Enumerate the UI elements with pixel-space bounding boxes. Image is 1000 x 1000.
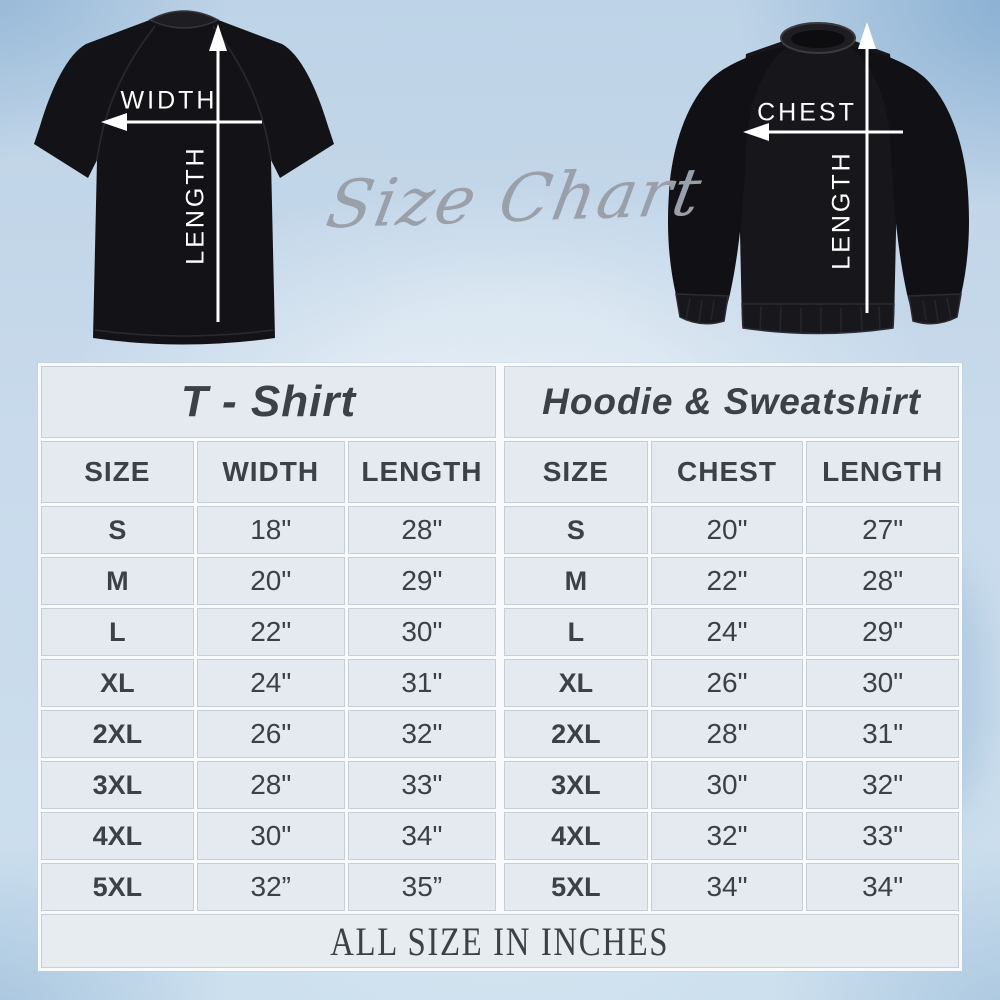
units-note-bar: ALL SIZE IN INCHES: [41, 914, 959, 968]
value-cell: 24": [650, 608, 804, 656]
value-cell: 22": [196, 608, 345, 656]
hoodie-table-title: Hoodie & Sweatshirt: [504, 366, 959, 438]
size-chart-panel: T - Shirt SIZE WIDTH LENGTH S 18" 28" M 20" 29"…: [38, 363, 962, 971]
sweatshirt-hem-ribs: [759, 305, 881, 333]
tshirt-table-title: T - Shirt: [41, 366, 496, 438]
tshirt-length-label: LENGTH: [181, 145, 210, 265]
table-row: S 18" 28": [41, 506, 496, 554]
size-cell: 5XL: [504, 863, 648, 911]
value-cell: 26": [650, 659, 804, 707]
value-cell: 30": [806, 659, 959, 707]
sweatshirt-collar-opening: [791, 30, 845, 48]
table-row: M 22" 28": [504, 557, 959, 605]
tshirt-back-image: [34, 10, 334, 345]
table-row: XL 26" 30": [504, 659, 959, 707]
value-cell: 35”: [347, 863, 496, 911]
tshirt-silhouette: [34, 18, 334, 345]
value-cell: 24": [196, 659, 345, 707]
value-cell: 30": [347, 608, 496, 656]
value-cell: 34": [806, 863, 959, 911]
value-cell: 28": [347, 506, 496, 554]
value-cell: 31": [347, 659, 496, 707]
frost-texture-blob: [380, 280, 640, 370]
size-cell: L: [504, 608, 648, 656]
table-row: 4XL 30" 34": [41, 812, 496, 860]
table-row: 2XL 28" 31": [504, 710, 959, 758]
size-cell: S: [41, 506, 194, 554]
size-cell: M: [41, 557, 194, 605]
value-cell: 28": [806, 557, 959, 605]
size-cell: 3XL: [504, 761, 648, 809]
table-row: XL 24" 31": [41, 659, 496, 707]
units-note-text: ALL SIZE IN INCHES: [330, 918, 670, 964]
value-cell: 34": [650, 863, 804, 911]
value-cell: 32": [347, 710, 496, 758]
hoodie-size-table: Hoodie & Sweatshirt SIZE CHEST LENGTH S 20"…: [501, 363, 962, 914]
column-header: SIZE: [504, 441, 648, 503]
table-row: 3XL 28" 33": [41, 761, 496, 809]
value-cell: 28": [196, 761, 345, 809]
size-cell: XL: [504, 659, 648, 707]
column-header: LENGTH: [806, 441, 959, 503]
value-cell: 28": [650, 710, 804, 758]
value-cell: 27": [806, 506, 959, 554]
table-row: 5XL 34" 34": [504, 863, 959, 911]
sweatshirt-image: [667, 22, 970, 335]
table-row: L 22" 30": [41, 608, 496, 656]
table-row: 3XL 30" 32": [504, 761, 959, 809]
size-cell: 3XL: [41, 761, 194, 809]
script-title: Size Chart: [321, 153, 709, 243]
sweatshirt-hem-band: [741, 303, 895, 335]
column-header: SIZE: [41, 441, 194, 503]
value-cell: 32": [650, 812, 804, 860]
column-header: WIDTH: [196, 441, 345, 503]
table-row: 2XL 26" 32": [41, 710, 496, 758]
value-cell: 26": [196, 710, 345, 758]
value-cell: 20": [196, 557, 345, 605]
table-row: M 20" 29": [41, 557, 496, 605]
value-cell: 29": [347, 557, 496, 605]
size-cell: 2XL: [41, 710, 194, 758]
size-cell: M: [504, 557, 648, 605]
column-header: LENGTH: [347, 441, 496, 503]
value-cell: 34": [347, 812, 496, 860]
value-cell: 31": [806, 710, 959, 758]
table-row: L 24" 29": [504, 608, 959, 656]
table-row: 4XL 32" 33": [504, 812, 959, 860]
table-row: S 20" 27": [504, 506, 959, 554]
value-cell: 33": [347, 761, 496, 809]
sweatshirt-length-label: LENGTH: [827, 150, 856, 270]
tshirt-size-table: T - Shirt SIZE WIDTH LENGTH S 18" 28" M 20" 29"…: [38, 363, 499, 914]
size-cell: L: [41, 608, 194, 656]
sweatshirt-body: [738, 40, 898, 332]
value-cell: 30": [650, 761, 804, 809]
value-cell: 32”: [196, 863, 345, 911]
size-cell: XL: [41, 659, 194, 707]
value-cell: 22": [650, 557, 804, 605]
size-cell: 4XL: [504, 812, 648, 860]
value-cell: 29": [806, 608, 959, 656]
tshirt-collar: [148, 10, 220, 29]
value-cell: 32": [806, 761, 959, 809]
table-row: 5XL 32” 35”: [41, 863, 496, 911]
size-cell: 4XL: [41, 812, 194, 860]
size-cell: 5XL: [41, 863, 194, 911]
value-cell: 18": [196, 506, 345, 554]
tshirt-width-label: WIDTH: [120, 86, 218, 115]
value-cell: 20": [650, 506, 804, 554]
size-cell: 2XL: [504, 710, 648, 758]
column-header: CHEST: [650, 441, 804, 503]
value-cell: 33": [806, 812, 959, 860]
sweatshirt-chest-label: CHEST: [757, 98, 857, 127]
size-cell: S: [504, 506, 648, 554]
value-cell: 30": [196, 812, 345, 860]
